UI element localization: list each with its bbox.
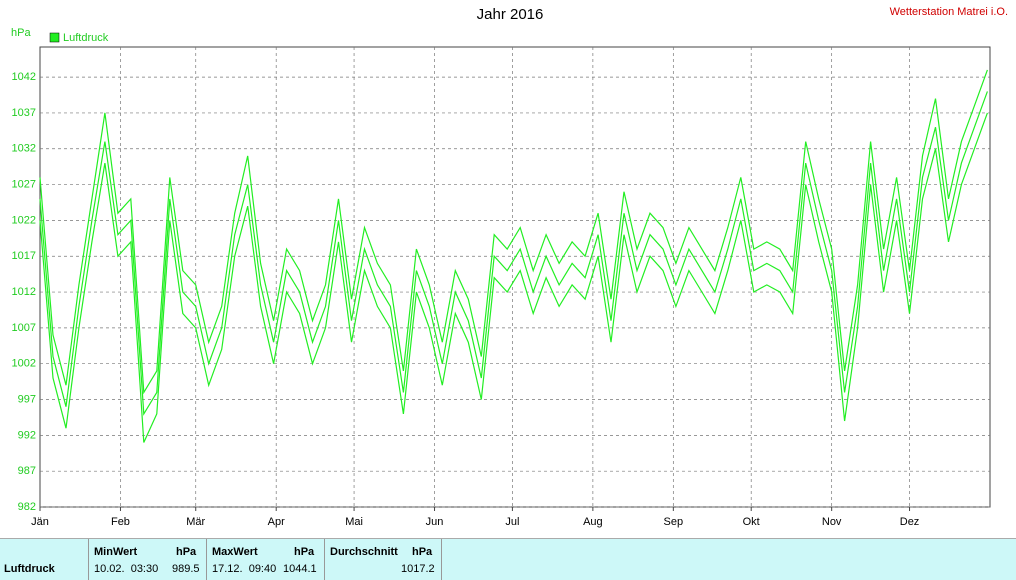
x-tick-label: Jul bbox=[505, 516, 519, 528]
y-tick-label: 1027 bbox=[12, 178, 36, 190]
plot-frame bbox=[39, 46, 991, 508]
y-tick-label: 1032 bbox=[12, 143, 36, 155]
chart: Jahr 2016 Wetterstation Matrei i.O. hPa … bbox=[11, 6, 1008, 528]
y-tick-label: 1002 bbox=[12, 358, 36, 370]
y-tick-label: 1007 bbox=[12, 322, 36, 334]
y-tick-label: 997 bbox=[18, 393, 36, 405]
y-tick-label: 1037 bbox=[12, 107, 36, 119]
min-value: 989.5 bbox=[172, 563, 200, 575]
avg-title: Durchschnitt bbox=[330, 546, 398, 558]
x-tick-label: Dez bbox=[900, 516, 920, 528]
chart-title: Jahr 2016 bbox=[477, 6, 544, 23]
station-name: Wetterstation Matrei i.O. bbox=[890, 6, 1008, 18]
x-tick-label: Sep bbox=[664, 516, 684, 528]
x-tick-label: Nov bbox=[822, 516, 842, 528]
y-tick-label: 992 bbox=[18, 429, 36, 441]
x-tick-label: Jun bbox=[426, 516, 444, 528]
separator bbox=[88, 539, 89, 580]
y-axis-label: hPa bbox=[11, 27, 31, 39]
x-tick-label: Jän bbox=[31, 516, 49, 528]
pressure-line bbox=[39, 69, 988, 395]
x-tick-label: Apr bbox=[268, 516, 285, 528]
max-unit: hPa bbox=[294, 546, 315, 558]
pressure-line bbox=[39, 91, 988, 416]
max-title: MaxWert bbox=[212, 546, 258, 558]
x-tick-label: Mär bbox=[186, 516, 205, 528]
y-tick-label: 1042 bbox=[12, 71, 36, 83]
max-value: 1044.1 bbox=[283, 563, 317, 575]
avg-value: 1017.2 bbox=[401, 563, 435, 575]
min-time: 10.02. 03:30 bbox=[94, 563, 159, 575]
separator bbox=[441, 539, 442, 580]
y-tick-label: 1017 bbox=[12, 250, 36, 262]
x-tick-label: Feb bbox=[111, 516, 130, 528]
separator bbox=[206, 539, 207, 580]
y-tick-label: 1012 bbox=[12, 286, 36, 298]
row-label: Luftdruck bbox=[4, 563, 55, 575]
max-time: 17.12. 09:40 bbox=[212, 563, 277, 575]
separator bbox=[324, 539, 325, 580]
summary-panel: Luftdruck MinWert hPa 10.02. 03:30 989.5… bbox=[0, 538, 1016, 580]
min-unit: hPa bbox=[176, 546, 197, 558]
y-tick-label: 982 bbox=[18, 501, 36, 513]
x-tick-label: Okt bbox=[743, 516, 760, 528]
y-tick-label: 1022 bbox=[12, 214, 36, 226]
legend-swatch bbox=[49, 32, 60, 43]
min-title: MinWert bbox=[94, 546, 138, 558]
pressure-line bbox=[39, 112, 988, 443]
x-tick-label: Mai bbox=[345, 516, 363, 528]
x-tick-label: Aug bbox=[583, 516, 603, 528]
avg-unit: hPa bbox=[412, 546, 433, 558]
y-tick-label: 987 bbox=[18, 465, 36, 477]
legend-label: Luftdruck bbox=[63, 32, 109, 44]
